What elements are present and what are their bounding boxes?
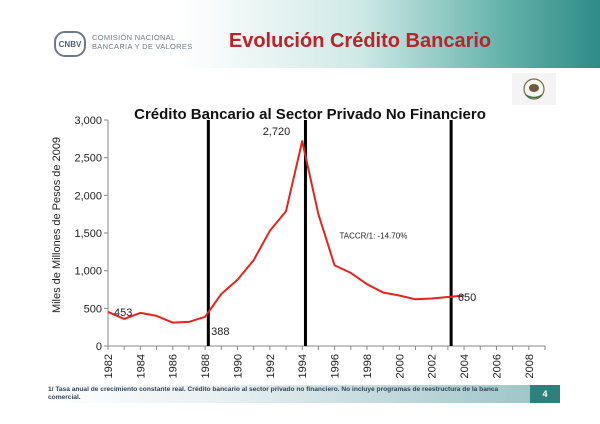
x-tick-label: 1990 bbox=[232, 354, 244, 378]
chart-axes: 0 500 1,000 1,500 2,000 2,500 3,000 1982 1984 198… bbox=[74, 115, 546, 378]
footer-bar bbox=[46, 385, 530, 403]
reference-lines bbox=[206, 120, 453, 346]
series-layer bbox=[107, 140, 465, 324]
y-tick-label: 1,500 bbox=[74, 228, 102, 240]
x-tick-label: 1992 bbox=[265, 354, 277, 378]
footnote: 1/ Tasa anual de crecimiento constante r… bbox=[48, 386, 499, 401]
x-tick-label: 2006 bbox=[491, 354, 503, 378]
series-line bbox=[107, 140, 465, 324]
data-label: 388 bbox=[211, 326, 229, 338]
y-tick-label: 500 bbox=[84, 303, 102, 315]
y-axis-label: Miles de Millones de Pesos de 2009 bbox=[51, 137, 63, 313]
slide-header: CNBV COMISIÓN NACIONAL BANCARIA Y DE VAL… bbox=[0, 0, 600, 68]
x-tick-label: 2002 bbox=[427, 354, 439, 378]
page-number: 4 bbox=[530, 385, 560, 403]
x-tick-label: 2004 bbox=[459, 354, 471, 378]
footer: 1/ Tasa anual de crecimiento constante r… bbox=[0, 385, 600, 405]
data-label: 650 bbox=[458, 292, 476, 304]
taccr-note: TACCR/1: -14.70% bbox=[339, 231, 407, 240]
data-labels: 453 388 2,720 650 TACCR/1: -14.70% bbox=[114, 126, 476, 338]
credit-chart: Crédito Bancario al Sector Privado No Fi… bbox=[51, 106, 546, 378]
x-tick-label: 1984 bbox=[135, 354, 147, 378]
x-tick-label: 1996 bbox=[330, 354, 342, 378]
logo-line-2: BANCARIA Y DE VALORES bbox=[92, 42, 193, 51]
x-tick-label: 2008 bbox=[524, 354, 536, 378]
slide-title: Evolución Crédito Bancario bbox=[228, 30, 492, 52]
x-tick-label: 2000 bbox=[394, 354, 406, 378]
x-tick-label: 1998 bbox=[362, 354, 374, 378]
data-label: 2,720 bbox=[263, 126, 291, 138]
logo-line-1: COMISIÓN NACIONAL bbox=[92, 33, 176, 42]
logo-acronym: CNBV bbox=[58, 39, 82, 49]
x-tick-label: 1988 bbox=[200, 354, 212, 378]
y-tick-label: 0 bbox=[96, 341, 102, 353]
y-tick-label: 3,000 bbox=[74, 115, 102, 127]
x-tick-label: 1986 bbox=[168, 354, 180, 378]
y-tick-label: 2,000 bbox=[74, 190, 102, 202]
y-tick-label: 1,000 bbox=[74, 266, 102, 278]
x-tick-label: 1982 bbox=[103, 354, 115, 378]
x-tick-label: 1994 bbox=[297, 354, 309, 378]
data-label: 453 bbox=[114, 307, 132, 319]
cnbv-logo-icon: CNBV bbox=[54, 31, 86, 57]
y-tick-label: 2,500 bbox=[74, 153, 102, 165]
logo-text: COMISIÓN NACIONAL BANCARIA Y DE VALORES bbox=[92, 33, 193, 51]
chart-title: Crédito Bancario al Sector Privado No Fi… bbox=[134, 106, 486, 123]
mexico-flag-icon bbox=[512, 73, 556, 105]
